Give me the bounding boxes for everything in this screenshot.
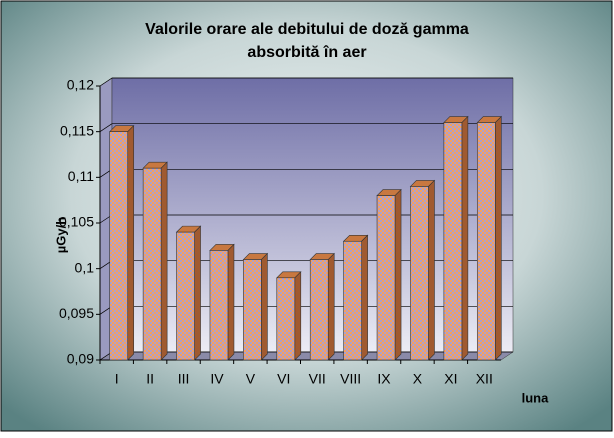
bar-side [194, 225, 201, 361]
bar-side [160, 161, 168, 361]
x-tick-label: X [413, 371, 423, 387]
bar-side [294, 271, 302, 361]
y-tick-label: 0,11 [68, 168, 94, 184]
bar [243, 259, 262, 361]
y-tick-label: 0,1 [75, 259, 95, 275]
bar-side [394, 188, 402, 361]
bar-side [361, 234, 368, 361]
chart-title: absorbită în aer [247, 44, 366, 61]
x-tick-label: I [115, 371, 119, 387]
bar-side [227, 243, 235, 361]
y-tick-label: 0,09 [67, 351, 94, 367]
y-tick-label: 0,105 [59, 214, 94, 230]
bar [276, 277, 296, 361]
bar [109, 131, 129, 361]
x-tick-label: VII [309, 371, 326, 387]
y-tick-label: 0,095 [59, 305, 94, 321]
bar [209, 250, 229, 361]
bar [410, 186, 429, 361]
y-axis-label: µGy/h [53, 217, 68, 253]
x-tick-label: IX [377, 371, 391, 387]
bar [376, 195, 396, 361]
y-tick-label: 0,12 [67, 77, 94, 93]
bar [142, 167, 162, 361]
bar [443, 122, 463, 361]
x-tick-label: VI [277, 371, 290, 387]
bar [343, 240, 362, 361]
bar [309, 259, 329, 361]
x-tick-label: II [146, 371, 154, 387]
bar-side [127, 124, 135, 361]
chart-title: Valorile orare ale debitului de doză gam… [145, 21, 469, 38]
bar-side [261, 252, 268, 361]
bar [476, 122, 496, 361]
bar-side [494, 115, 502, 361]
grid-line [99, 123, 113, 132]
x-tick-label: IV [210, 371, 224, 387]
x-tick-label: V [246, 371, 256, 387]
bar-side [327, 252, 335, 361]
x-tick-label: XI [444, 371, 457, 387]
bar-side [461, 115, 469, 361]
bar [176, 231, 195, 361]
x-tick-label: XII [476, 371, 493, 387]
x-tick-label: III [178, 371, 190, 387]
bar-side [428, 179, 435, 361]
x-axis-label: luna [522, 390, 549, 405]
y-tick-label: 0,115 [60, 122, 94, 138]
grid-line [99, 77, 113, 87]
x-tick-label: VIII [340, 371, 361, 387]
